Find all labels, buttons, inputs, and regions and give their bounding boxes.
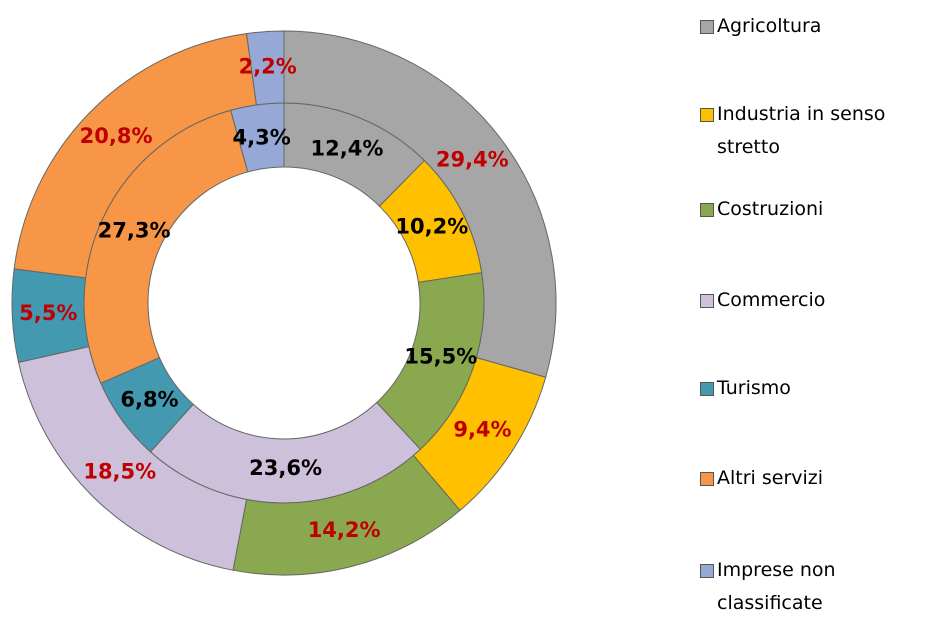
data-label: 27,3%	[98, 219, 171, 243]
legend-label: Turismo	[717, 377, 791, 399]
data-label: 5,5%	[19, 301, 77, 325]
page: 12,4% 10,2% 15,5% 23,6% 6,8% 27,3% 4,3% 29,4% 9,…	[11, 10, 932, 614]
data-label: 9,4%	[453, 418, 511, 442]
legend-swatch	[700, 472, 714, 486]
legend-item: Imprese non classificate	[700, 554, 932, 620]
legend-item: Turismo	[700, 372, 932, 405]
data-label: 2,2%	[239, 55, 297, 79]
legend-label: Altri servizi	[717, 467, 824, 489]
chart: 12,4% 10,2% 15,5% 23,6% 6,8% 27,3% 4,3% 29,4% 9,…	[11, 30, 557, 576]
legend-label: Costruzioni	[717, 198, 824, 220]
data-label: 14,2%	[308, 518, 381, 542]
legend-item: Altri servizi	[700, 462, 932, 495]
legend-swatch	[700, 20, 714, 34]
legend-swatch	[700, 108, 714, 122]
donut-slice	[283, 30, 557, 378]
data-label: 15,5%	[404, 344, 477, 368]
legend-swatch	[700, 564, 714, 578]
legend-label: Industria in senso stretto	[717, 103, 886, 158]
data-label: 29,4%	[436, 148, 509, 172]
legend-item: Agricoltura	[700, 10, 932, 43]
legend-label: Imprese non classificate	[717, 559, 836, 614]
legend-swatch	[700, 294, 714, 308]
data-label: 20,8%	[80, 124, 153, 148]
data-label: 12,4%	[311, 136, 384, 160]
legend-item: Costruzioni	[700, 193, 932, 226]
legend-label: Agricoltura	[717, 15, 822, 37]
legend-swatch	[700, 203, 714, 217]
data-label: 6,8%	[120, 387, 178, 411]
legend-item: Commercio	[700, 284, 932, 317]
data-label: 4,3%	[233, 126, 291, 150]
data-label: 10,2%	[395, 214, 468, 238]
legend-swatch	[700, 382, 714, 396]
data-label: 18,5%	[83, 459, 156, 483]
legend-item: Industria in senso stretto	[700, 98, 932, 164]
legend-label: Commercio	[717, 289, 826, 311]
donut-slice	[245, 30, 285, 106]
data-label: 23,6%	[249, 456, 322, 480]
